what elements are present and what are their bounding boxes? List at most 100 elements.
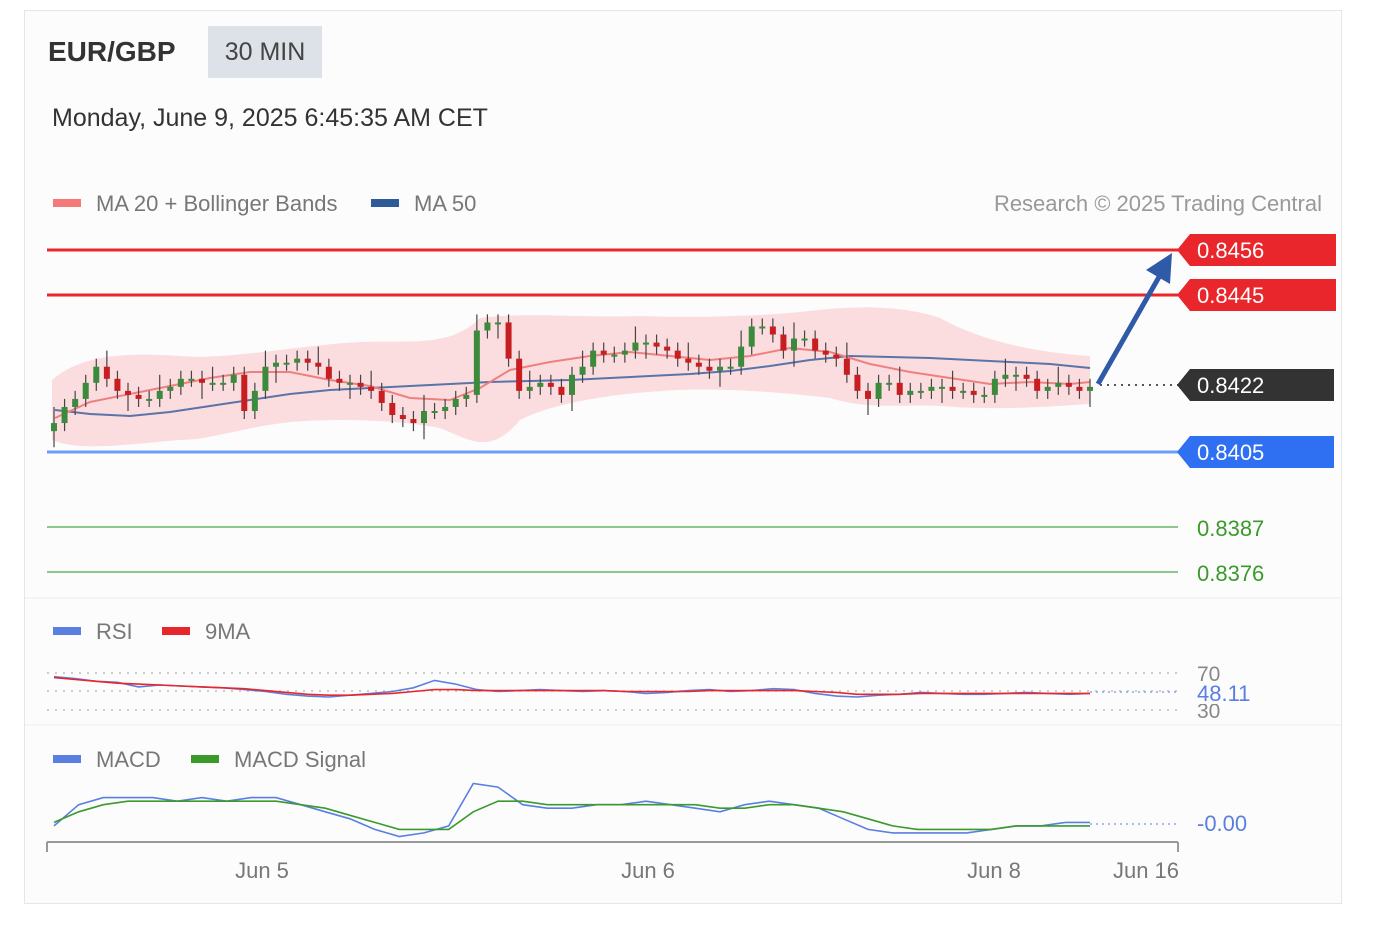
candle-up <box>621 350 628 355</box>
chart-card <box>24 10 1342 904</box>
candle-down <box>547 382 554 387</box>
macd-signal-legend-label: MACD Signal <box>234 747 366 772</box>
candle-up <box>907 390 914 395</box>
candle-down <box>822 350 829 355</box>
candle-up <box>177 378 184 387</box>
rsi-legend-swatch <box>53 627 81 635</box>
candle-up <box>273 362 279 367</box>
macd-legend-swatch <box>53 755 81 763</box>
resistance-1-tag: 0.8445 <box>1177 279 1336 311</box>
candle-up <box>886 382 893 385</box>
candle-down <box>653 342 660 347</box>
candle-up <box>632 342 639 351</box>
candle-up <box>188 378 195 381</box>
support-1-label: 0.8387 <box>1197 516 1264 541</box>
credit-label: Research © 2025 Trading Central <box>994 191 1322 216</box>
x-axis-label-3: Jun 8 <box>967 858 1021 883</box>
candle-down <box>706 366 713 371</box>
candle-up <box>569 374 575 395</box>
candle-up <box>526 386 533 391</box>
candle-down <box>315 362 322 367</box>
candle-down <box>399 415 406 420</box>
candle-up <box>960 390 967 393</box>
candle-down <box>695 362 702 367</box>
candle-up <box>463 394 470 399</box>
candle-down <box>378 390 385 403</box>
candle-up <box>495 322 501 325</box>
candle-down <box>1076 386 1083 391</box>
candle-down <box>114 378 121 391</box>
candle-up <box>421 411 427 424</box>
candle-down <box>769 326 776 335</box>
timeframe-badge[interactable]: 30 MIN <box>208 26 322 78</box>
candle-up <box>1055 382 1062 387</box>
candle-up <box>875 382 882 399</box>
candle-up <box>1002 374 1009 379</box>
candle-up <box>939 386 945 389</box>
rsi-30-label: 30 <box>1197 700 1220 723</box>
ma20-line <box>54 346 1091 419</box>
candle-up <box>347 382 353 385</box>
candle-up <box>251 390 258 411</box>
candle-down <box>516 358 523 391</box>
candle-down <box>125 390 131 395</box>
candle-down <box>336 378 343 383</box>
svg-text:0.8445: 0.8445 <box>1197 283 1264 308</box>
candle-up <box>220 382 227 385</box>
candle-down <box>896 382 903 395</box>
candle-up <box>294 358 301 363</box>
support-2-label: 0.8376 <box>1197 561 1264 586</box>
candle-down <box>780 334 787 351</box>
svg-text:0.8405: 0.8405 <box>1197 440 1264 465</box>
candle-up <box>991 378 998 395</box>
candle-down <box>970 390 977 395</box>
candle-up <box>611 354 618 357</box>
x-axis-label-4: Jun 16 <box>1113 858 1179 883</box>
rsi-value-label: 48.11 <box>1197 681 1250 706</box>
candle-up <box>801 338 808 341</box>
candle-up <box>283 362 290 365</box>
candle-up <box>431 411 438 413</box>
svg-text:0.8456: 0.8456 <box>1197 238 1264 263</box>
candle-up <box>579 366 586 375</box>
ma50-legend-label: MA 50 <box>414 191 476 216</box>
candle-down <box>103 366 110 379</box>
candle-up <box>727 366 734 369</box>
x-axis-label-1: Jun 5 <box>235 858 289 883</box>
candle-down <box>949 386 956 391</box>
candle-up <box>791 338 797 351</box>
rsi-ma-legend-label: 9MA <box>205 619 251 644</box>
candle-down <box>685 358 692 363</box>
macd-signal-line <box>53 800 1090 831</box>
candle-up <box>230 374 237 383</box>
candle-down <box>865 390 871 399</box>
candle-up <box>537 382 544 387</box>
candle-down <box>199 378 205 383</box>
candle-down <box>843 358 850 375</box>
x-axis-label-2: Jun 6 <box>621 858 675 883</box>
candle-up <box>61 406 68 424</box>
candle-down <box>135 394 142 399</box>
candle-up <box>442 406 449 411</box>
candle-up <box>51 423 57 432</box>
candle-up <box>1044 386 1051 391</box>
ma20-legend-label: MA 20 + Bollinger Bands <box>96 191 338 216</box>
macd-legend-label: MACD <box>96 747 161 772</box>
rsi-ma-legend-swatch <box>162 627 190 635</box>
candle-down <box>833 354 840 359</box>
candle-down <box>241 374 248 411</box>
candle-up <box>473 330 480 395</box>
svg-text:0.8422: 0.8422 <box>1197 373 1264 398</box>
candle-up <box>72 398 79 407</box>
candle-up <box>928 386 935 391</box>
candle-up <box>748 326 755 347</box>
symbol-title: EUR/GBP <box>48 36 176 67</box>
candle-down <box>325 366 332 379</box>
candlestick-series <box>51 314 1093 448</box>
candle-down <box>674 350 681 359</box>
resistance-2-tag: 0.8456 <box>1177 234 1336 266</box>
candle-up <box>82 382 89 399</box>
pivot-tag: 0.8405 <box>1177 436 1334 468</box>
rsi-70-label: 70 <box>1197 663 1220 686</box>
